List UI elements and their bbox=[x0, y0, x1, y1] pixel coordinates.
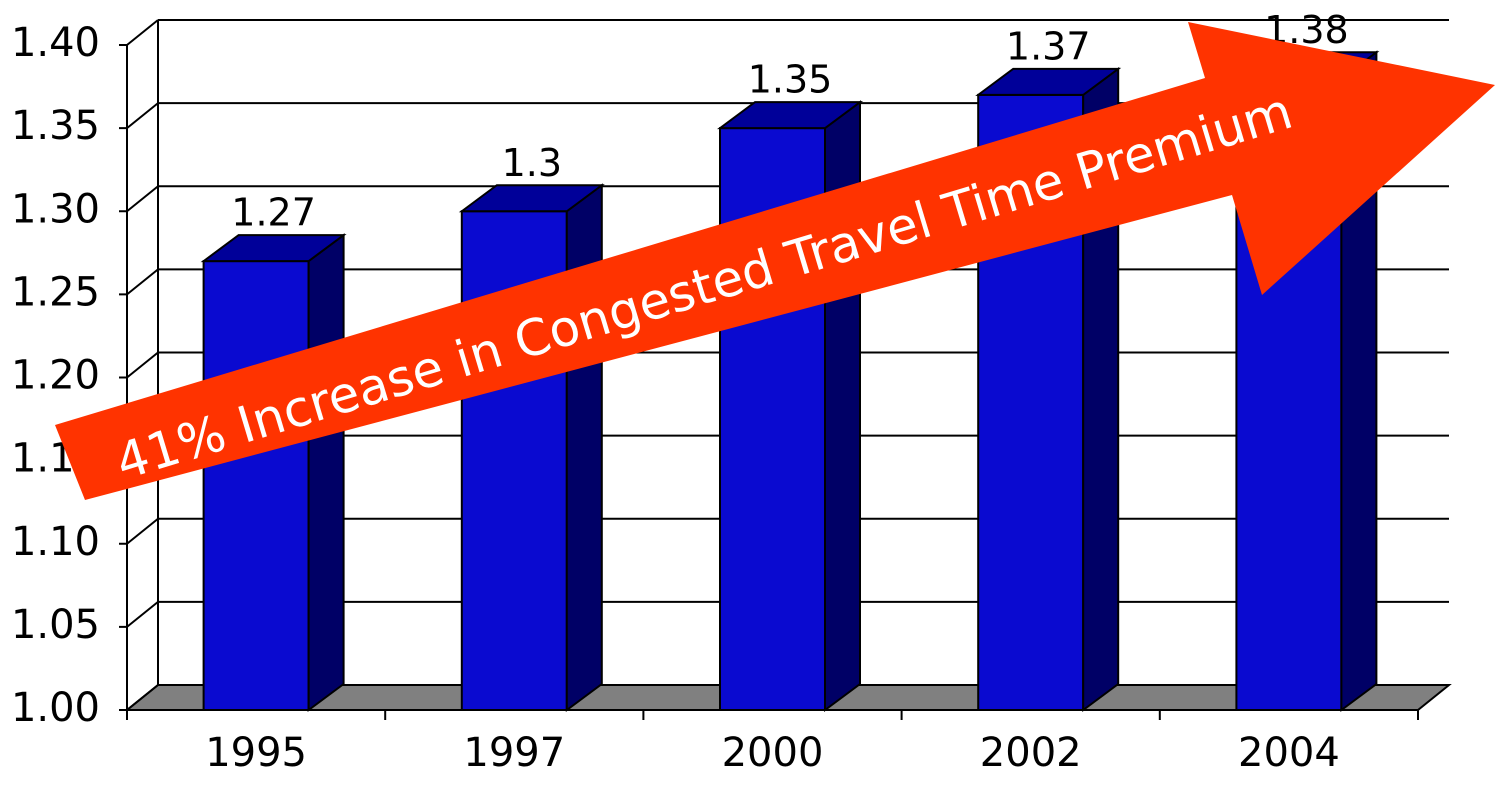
y-tick-label: 1.10 bbox=[11, 519, 100, 565]
y-tick-label: 1.20 bbox=[11, 353, 100, 399]
bar-top bbox=[458, 184, 605, 213]
y-tick-label: 1.25 bbox=[11, 269, 100, 315]
value-label: 1.27 bbox=[231, 191, 316, 235]
bar-side bbox=[307, 233, 345, 712]
x-tick-label: 2000 bbox=[722, 730, 824, 776]
y-tick-label: 1.30 bbox=[11, 186, 100, 232]
x-tick-label: 1995 bbox=[205, 730, 307, 776]
bar-top bbox=[200, 234, 347, 263]
bar-top bbox=[716, 101, 864, 130]
grid-diagonal bbox=[126, 185, 159, 213]
bar bbox=[202, 260, 310, 711]
value-label: 1.3 bbox=[502, 141, 562, 185]
x-tick-label: 1997 bbox=[463, 730, 565, 776]
y-tick-label: 1.00 bbox=[11, 685, 100, 731]
value-label: 1.37 bbox=[1006, 24, 1091, 68]
y-tick-label: 1.40 bbox=[11, 20, 100, 66]
trend-arrow bbox=[55, 22, 1495, 500]
grid-diagonal bbox=[126, 102, 159, 129]
grid-diagonal bbox=[126, 268, 159, 296]
bar-top bbox=[975, 67, 1122, 96]
y-tick-label: 1.35 bbox=[11, 103, 100, 149]
x-tick-label: 2004 bbox=[1238, 730, 1340, 776]
y-tick-label: 1.05 bbox=[11, 602, 100, 648]
value-label: 1.35 bbox=[748, 58, 833, 102]
grid-diagonal bbox=[126, 517, 159, 545]
grid-diagonal bbox=[126, 601, 159, 628]
grid-diagonal bbox=[126, 684, 159, 711]
labels: 1.001.051.101.151.201.251.301.351.401995… bbox=[11, 8, 1349, 776]
grid-diagonal bbox=[126, 19, 159, 46]
grid-diagonal bbox=[126, 351, 159, 379]
x-tick-label: 2002 bbox=[980, 730, 1082, 776]
